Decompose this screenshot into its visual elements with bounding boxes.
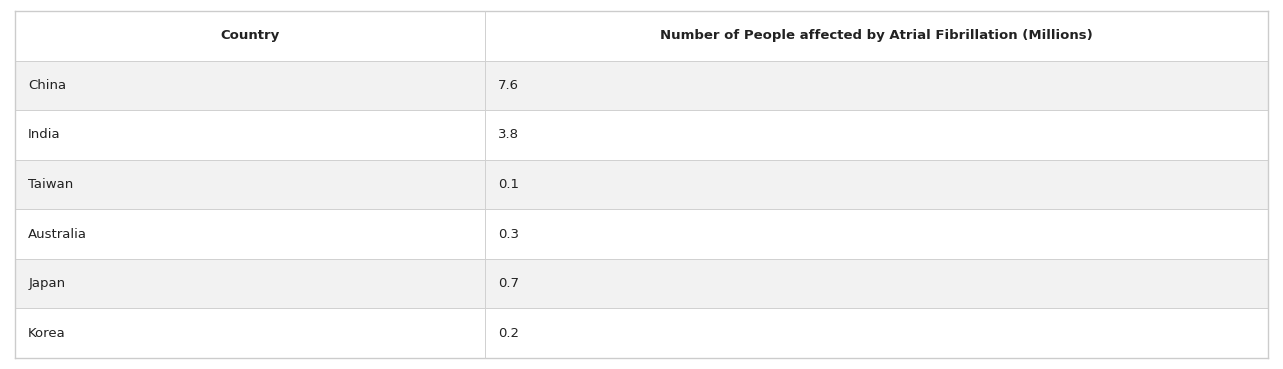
Text: Taiwan: Taiwan [28, 178, 73, 191]
Text: Japan: Japan [28, 277, 65, 290]
Text: Australia: Australia [28, 228, 87, 241]
Text: Number of People affected by Atrial Fibrillation (Millions): Number of People affected by Atrial Fibr… [659, 30, 1093, 42]
Text: 0.1: 0.1 [498, 178, 518, 191]
Text: India: India [28, 128, 60, 141]
Text: Country: Country [221, 30, 280, 42]
Text: 3.8: 3.8 [498, 128, 518, 141]
Text: 0.3: 0.3 [498, 228, 518, 241]
Text: Korea: Korea [28, 327, 65, 339]
Text: 0.7: 0.7 [498, 277, 518, 290]
Text: 0.2: 0.2 [498, 327, 518, 339]
Text: 7.6: 7.6 [498, 79, 518, 92]
Text: China: China [28, 79, 67, 92]
